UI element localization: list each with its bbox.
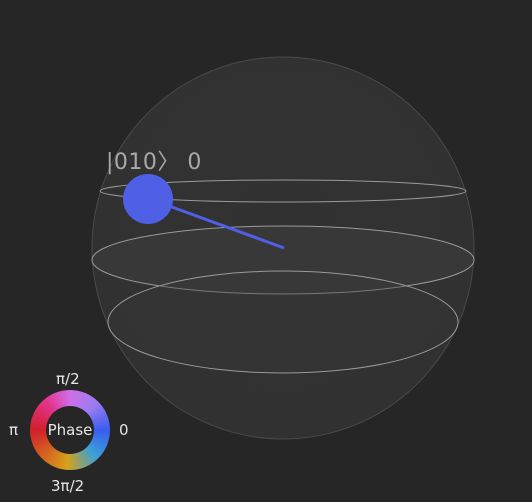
latitude-ring-upper bbox=[99, 179, 467, 203]
state-point[interactable] bbox=[123, 174, 173, 224]
phase-legend: π/2 π 0 3π/2 Phase bbox=[0, 365, 140, 502]
state-label: |010〉 0 bbox=[106, 144, 202, 176]
phase-tick-three-pi-half: 3π/2 bbox=[51, 477, 85, 495]
phase-tick-zero: 0 bbox=[119, 421, 129, 439]
phase-tick-pi-half: π/2 bbox=[56, 370, 80, 388]
state-vector-line bbox=[149, 197, 285, 250]
equator-plane bbox=[91, 225, 475, 295]
state-ket: |010 bbox=[106, 150, 158, 175]
latitude-ring-lower bbox=[107, 270, 459, 374]
phase-label: Phase bbox=[47, 421, 93, 439]
state-ket-close: 〉 bbox=[157, 150, 180, 175]
state-value: 0 bbox=[187, 150, 202, 175]
phase-ring-hole bbox=[46, 406, 94, 454]
phase-tick-pi: π bbox=[9, 421, 19, 439]
